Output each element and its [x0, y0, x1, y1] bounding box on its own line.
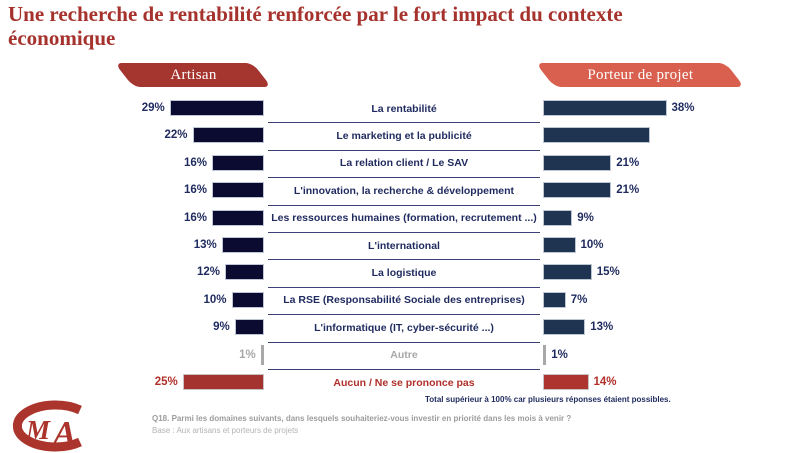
artisan-bar — [182, 374, 264, 390]
chart-row: 16% Les ressources humaines (formation, r… — [0, 205, 800, 233]
left-value-label: 9% — [213, 321, 230, 334]
category-label: La logistique — [268, 259, 540, 288]
left-value-label: 16% — [183, 156, 207, 169]
cma-logo-m: M — [25, 415, 51, 445]
artisan-bar — [234, 319, 264, 336]
chart-row: 29% La rentabilité 38% — [0, 95, 800, 124]
chart-row: 16% L'innovation, la recherche & développ… — [0, 177, 800, 206]
category-label: Autre — [268, 342, 540, 370]
porteur-bar — [543, 264, 592, 281]
legend-badge-porteur-label: Porteur de projet — [587, 66, 693, 83]
artisan-bar — [225, 264, 264, 281]
chart-row: 9% L'informatique (IT, cyber-sécurité ...… — [0, 314, 800, 343]
porteur-bar — [543, 209, 573, 226]
porteur-bar — [543, 291, 566, 308]
left-value-label: 13% — [193, 239, 217, 251]
category-label: La RSE (Responsabilité Sociale des entre… — [268, 287, 540, 316]
porteur-bar — [543, 100, 667, 116]
right-value-label: 38% — [671, 102, 695, 114]
chart-row: 13% L'international 10% — [0, 232, 800, 261]
porteur-bar — [543, 182, 612, 199]
right-value-label: 9% — [577, 211, 594, 224]
category-label: La relation client / Le SAV — [268, 150, 540, 179]
legend-badge-porteur: Porteur de projet — [535, 63, 745, 87]
artisan-bar — [221, 237, 264, 253]
left-value-label: 1% — [239, 348, 256, 361]
left-value-label: 22% — [164, 129, 188, 142]
chart-row: 1% Autre 1% — [0, 342, 800, 370]
artisan-bar — [169, 100, 264, 116]
left-value-label: 16% — [183, 184, 207, 197]
artisan-bar — [212, 154, 264, 171]
right-value-label: 10% — [580, 239, 604, 251]
artisan-bar — [212, 182, 264, 199]
footnote-base: Base : Aux artisans et porteurs de proje… — [152, 426, 299, 435]
left-value-label: 29% — [141, 102, 165, 114]
chart-row: 16% La relation client / Le SAV 21% — [0, 150, 800, 179]
page-title: Une recherche de rentabilité renforcée p… — [8, 2, 623, 51]
chart-row: 22% Le marketing et la publicité — [0, 122, 800, 151]
right-value-label: 15% — [596, 266, 620, 279]
right-value-label: 1% — [551, 348, 568, 361]
artisan-bar — [231, 291, 264, 308]
artisan-bar — [192, 127, 264, 144]
porteur-bar — [543, 154, 612, 171]
category-label: L'informatique (IT, cyber-sécurité ...) — [268, 314, 540, 343]
porteur-bar — [543, 344, 547, 365]
cma-logo: M A — [12, 400, 82, 452]
category-label: Les ressources humaines (formation, recr… — [268, 205, 540, 233]
chart-note: Total supérieur à 100% car plusieurs rép… — [425, 395, 671, 404]
right-value-label: 13% — [590, 321, 614, 334]
diverging-bar-chart: 29% La rentabilité 38% 22% Le marketing et l… — [0, 95, 800, 399]
right-value-label: 21% — [616, 184, 640, 197]
chart-row: 10% La RSE (Responsabilité Sociale des en… — [0, 287, 800, 316]
category-label: L'innovation, la recherche & développeme… — [268, 177, 540, 206]
cma-logo-c-swoosh — [12, 400, 82, 452]
right-value-label: 7% — [570, 293, 588, 306]
porteur-bar — [543, 319, 586, 336]
chart-row: 12% La logistique 15% — [0, 259, 800, 288]
porteur-bar — [543, 127, 651, 144]
right-value-label: 21% — [616, 156, 640, 169]
left-value-label: 16% — [183, 211, 207, 224]
category-label: L'international — [268, 232, 540, 261]
left-value-label: 25% — [154, 376, 178, 388]
category-label: Aucun / Ne se prononce pas — [333, 376, 475, 389]
legend-badge-artisan: Artisan — [114, 63, 272, 87]
artisan-bar — [260, 344, 264, 365]
cma-logo-a: A — [51, 414, 76, 452]
right-value-label: 14% — [593, 376, 617, 388]
left-value-label: 10% — [203, 293, 227, 306]
artisan-bar — [212, 209, 264, 226]
porteur-bar — [543, 374, 589, 390]
category-label: La rentabilité — [268, 95, 540, 124]
porteur-bar — [543, 237, 576, 253]
left-value-label: 12% — [196, 266, 220, 279]
chart-row: 25% Aucun / Ne se prononce pas 14% — [0, 369, 800, 396]
legend-badge-artisan-label: Artisan — [169, 66, 217, 83]
footnote-question: Q18. Parmi les domaines suivants, dans l… — [152, 414, 572, 423]
category-label: Le marketing et la publicité — [268, 122, 540, 151]
